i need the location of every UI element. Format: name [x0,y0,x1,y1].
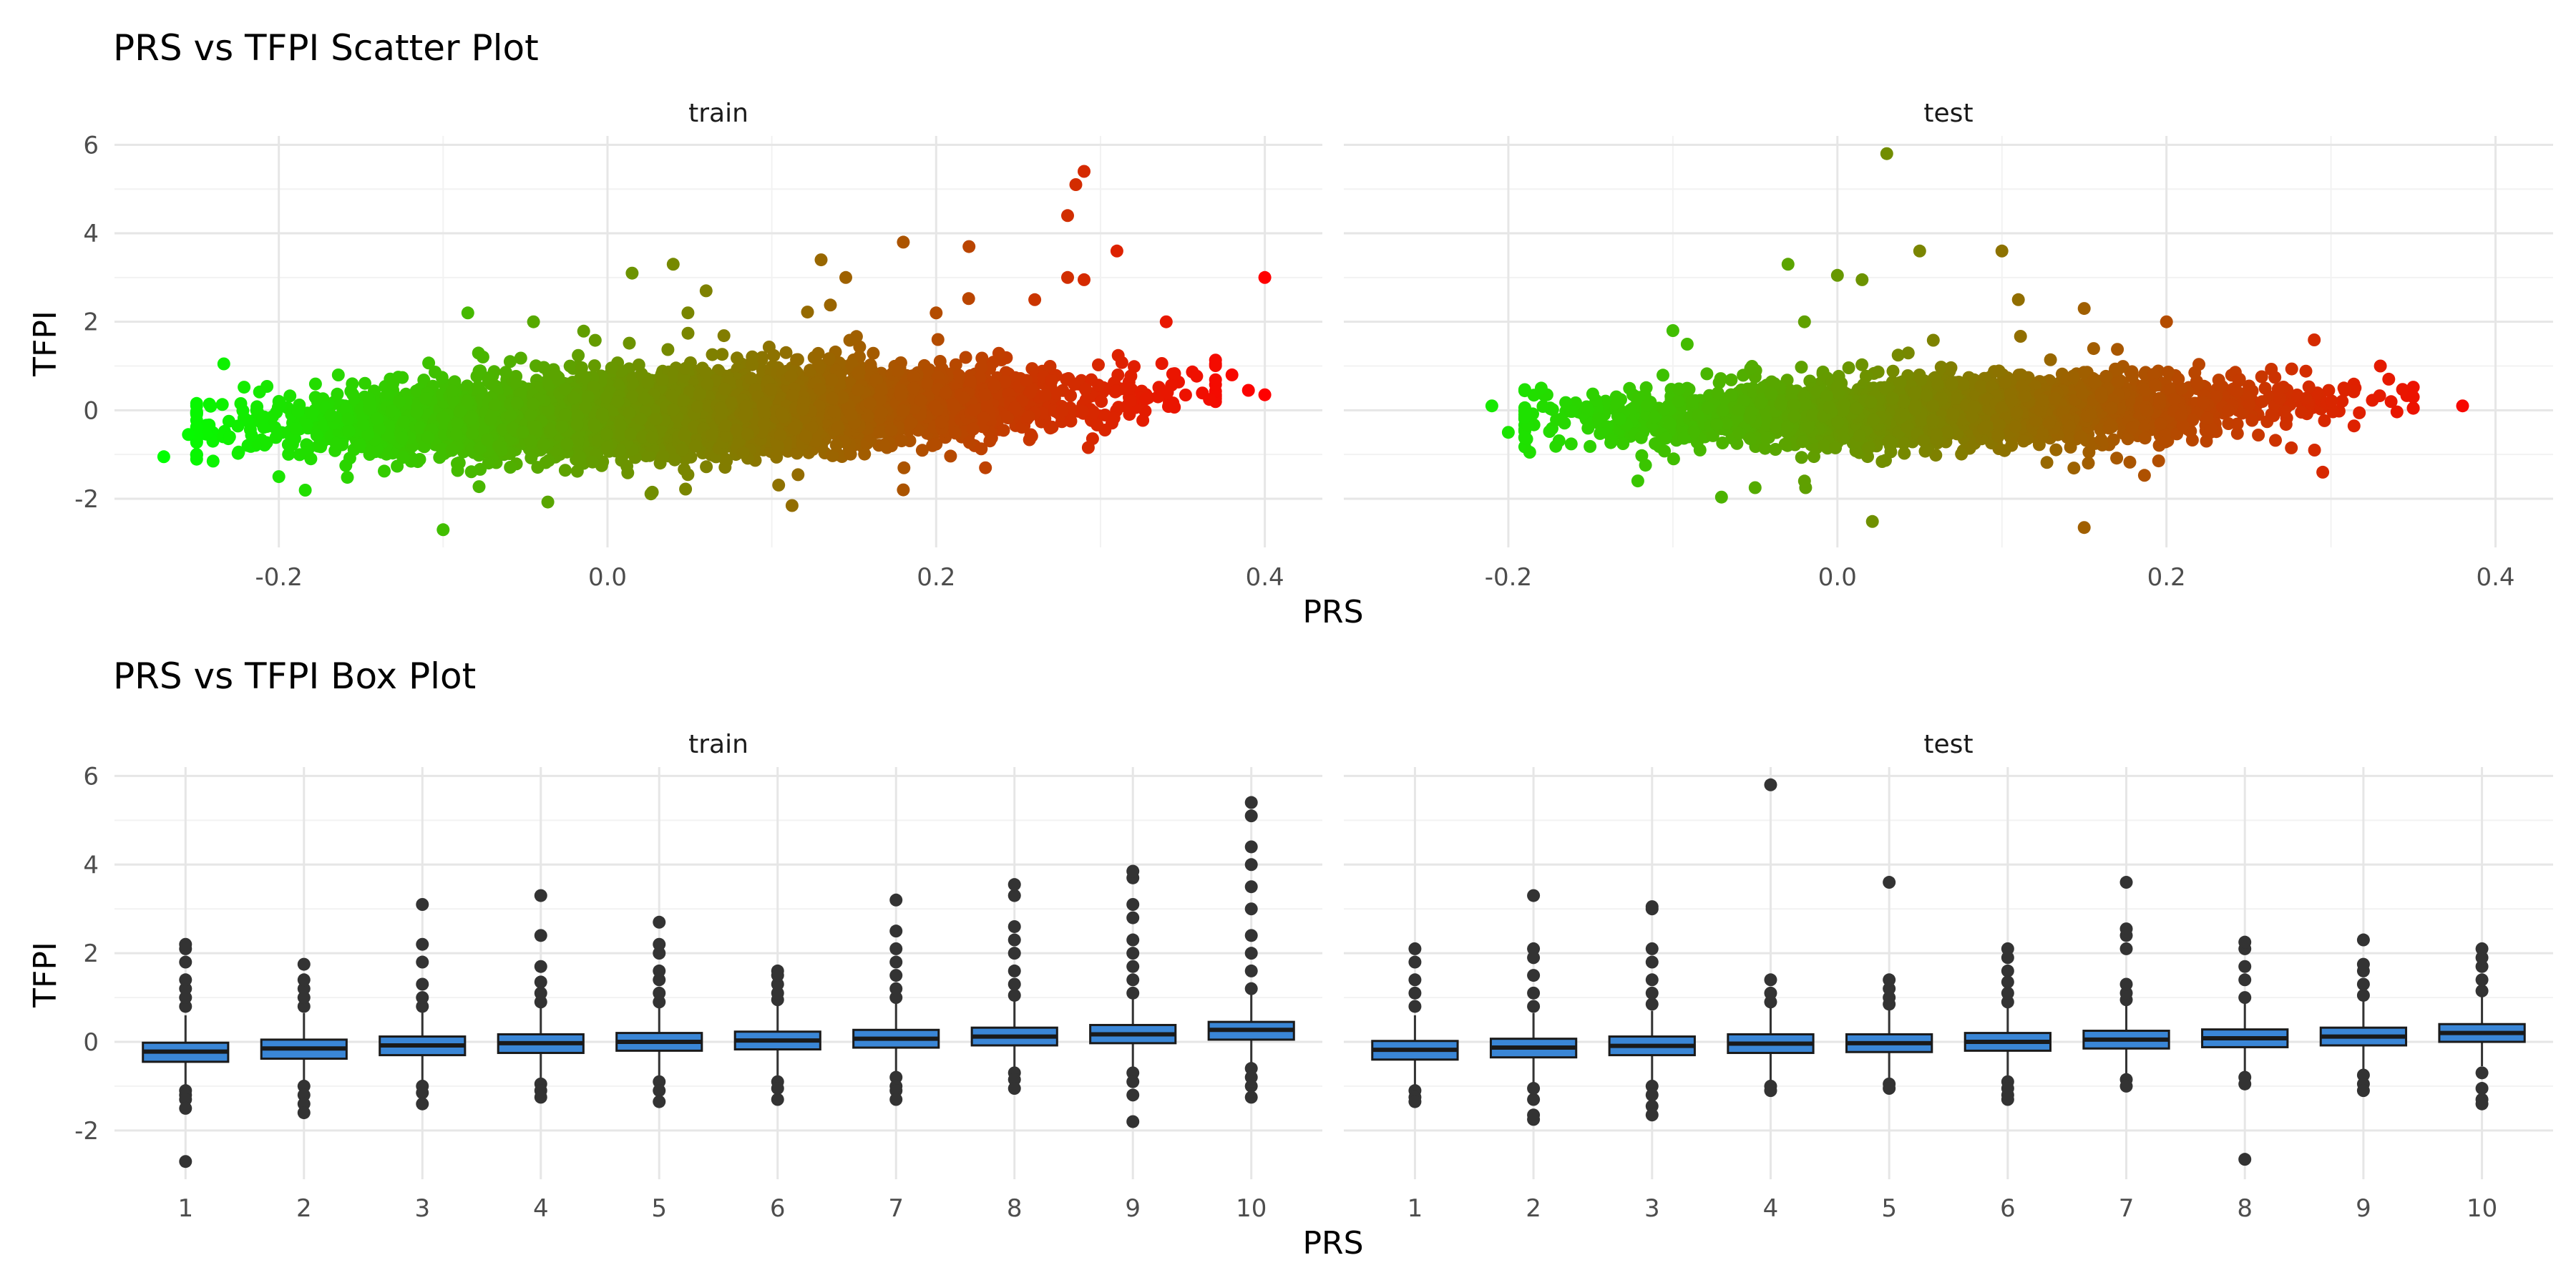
scatter-point [679,482,693,496]
scatter-point [232,445,245,459]
scatter-plot-title: PRS vs TFPI Scatter Plot [113,27,539,69]
scatter-point [962,436,976,449]
scatter-point [791,468,805,482]
scatter-point [563,359,577,373]
scatter-point [346,388,360,401]
scatter-point [1190,369,1204,383]
scatter-point [930,437,943,451]
scatter-point [623,336,636,350]
scatter-point [661,343,675,356]
scatter-point [717,329,731,343]
scatter-point [504,461,517,474]
scatter-point [801,306,814,319]
scatter-point [314,440,328,454]
scatter-point [572,348,585,362]
scatter-train-panel: -0.2 0.0 0.2 0.4 [114,136,1322,592]
scatter-point [858,447,872,461]
scatter-point [451,464,464,477]
scatter-point [1168,367,1181,381]
scatter-point [681,468,695,482]
scatter-point [975,442,988,456]
scatter-point [203,397,216,411]
scatter-point [331,369,345,381]
scatter-point [378,464,391,478]
scatter-point [718,452,731,466]
scatter-point [1092,358,1105,371]
scatter-point [731,351,743,365]
scatter-point [785,499,799,512]
scatter-point [767,348,781,362]
scatter-point [915,444,929,457]
scatter-test-strip-label: test [1923,99,1973,128]
scatter-point [1136,414,1150,427]
scatter-point [339,459,353,472]
scatter-point [811,346,825,360]
scatter-point [298,484,312,497]
scatter-point [238,381,251,394]
scatter-point [700,460,713,474]
scatter-point [283,389,297,403]
scatter-point [931,333,945,346]
scatter-points [157,165,1272,537]
scatter-point [621,466,635,479]
scatter-point [681,306,695,320]
scatter-point [952,369,965,382]
scatter-point [1095,395,1108,409]
scatter-point [1155,357,1169,370]
scatter-point [992,346,1005,360]
scatter-point [779,346,793,359]
scatter-point [933,355,947,368]
scatter-point [341,471,354,484]
scatter-point [1179,389,1192,401]
scatter-point [541,495,555,509]
scatter-point [645,485,659,499]
scatter-point [959,351,972,364]
scatter-point [472,480,486,494]
scatter-point [756,351,769,364]
scatter-train-strip-label: train [688,99,748,128]
scatter-point [588,333,602,347]
scatter-point [944,449,957,463]
scatter-point [1111,348,1125,362]
scatter-point [422,356,436,370]
scatter-point [514,351,527,365]
scatter-point [867,346,880,360]
scatter-point [975,351,989,365]
